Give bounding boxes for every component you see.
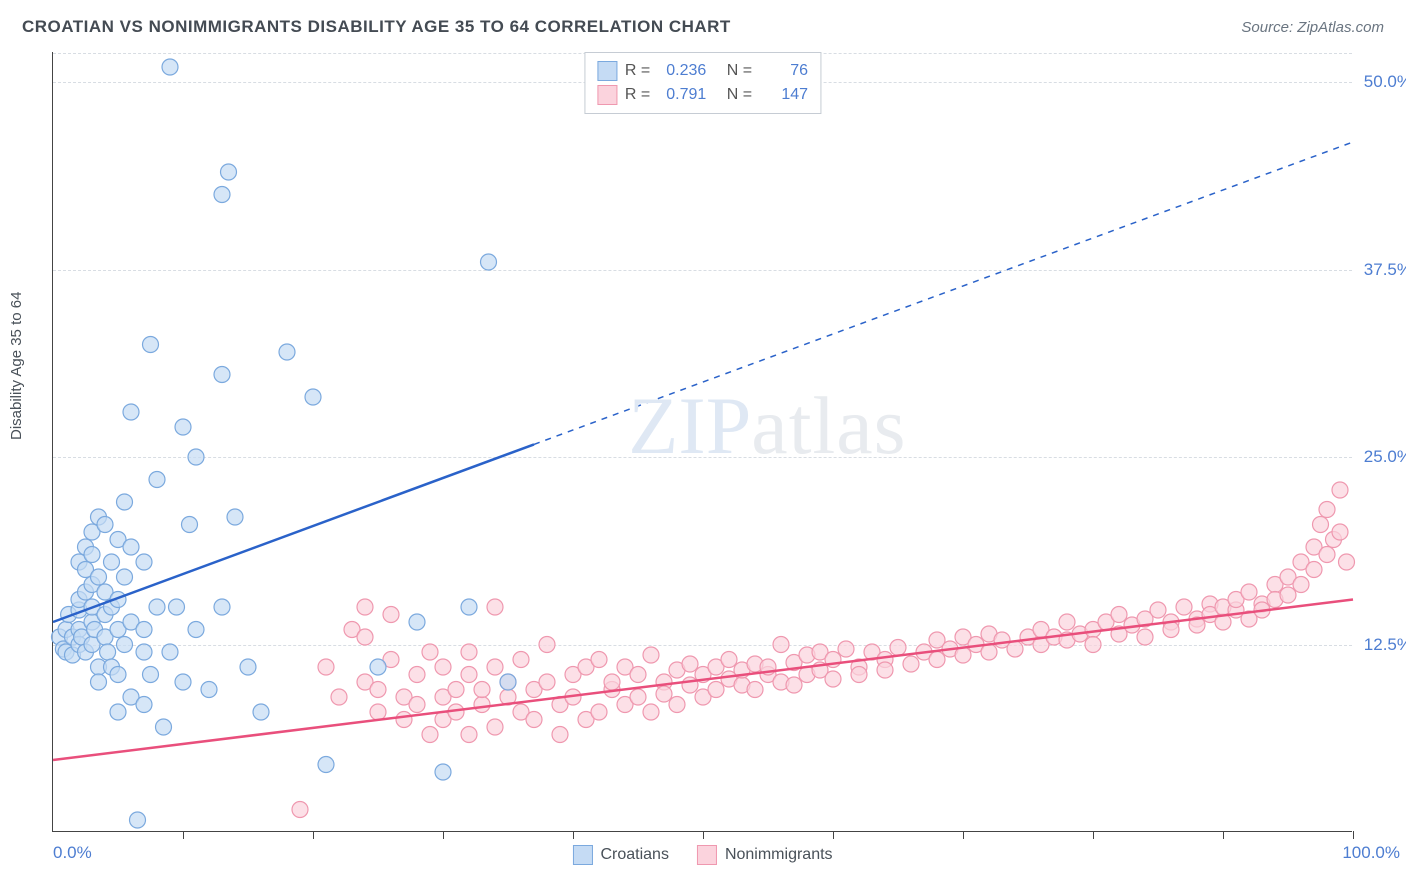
plot-area: ZIPatlas 12.5%25.0%37.5%50.0% 0.0% 100.0… xyxy=(52,52,1352,832)
legend-item-nonimmigrant: Nonimmigrants xyxy=(697,845,833,865)
stat-row-croatian: R = 0.236 N = 76 xyxy=(597,59,808,83)
chart-title: CROATIAN VS NONIMMIGRANTS DISABILITY AGE… xyxy=(22,17,731,37)
y-tick: 50.0% xyxy=(1357,72,1406,92)
source-label: Source: ZipAtlas.com xyxy=(1241,19,1384,36)
scatter-plot-svg xyxy=(53,52,1352,831)
x-tick-min: 0.0% xyxy=(53,843,92,863)
swatch-nonimmigrant xyxy=(597,85,617,105)
y-tick: 25.0% xyxy=(1357,447,1406,467)
legend-item-croatian: Croatians xyxy=(572,845,668,865)
y-axis-label: Disability Age 35 to 64 xyxy=(8,292,25,440)
stat-row-nonimmigrant: R = 0.791 N = 147 xyxy=(597,83,808,107)
swatch-nonimmigrant-icon xyxy=(697,845,717,865)
x-tick-max: 100.0% xyxy=(1342,843,1400,863)
chart-header: CROATIAN VS NONIMMIGRANTS DISABILITY AGE… xyxy=(0,0,1406,44)
series-legend: Croatians Nonimmigrants xyxy=(572,845,832,865)
swatch-croatian xyxy=(597,61,617,81)
y-tick: 12.5% xyxy=(1357,635,1406,655)
y-tick: 37.5% xyxy=(1357,260,1406,280)
swatch-croatian-icon xyxy=(572,845,592,865)
statistics-legend: R = 0.236 N = 76 R = 0.791 N = 147 xyxy=(584,52,821,114)
